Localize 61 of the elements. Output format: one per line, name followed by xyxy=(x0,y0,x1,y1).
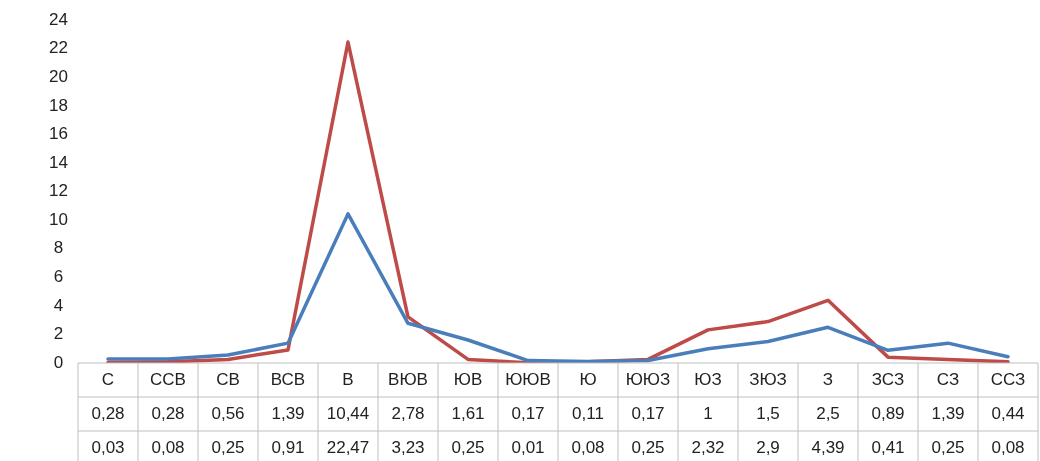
data-label: 0,08 xyxy=(991,437,1025,457)
y-tick-label: 14 xyxy=(49,152,69,172)
data-label: 1,61 xyxy=(451,403,485,423)
data-label: 0,17 xyxy=(511,403,545,423)
data-label: 1 xyxy=(703,403,713,423)
data-label: 2,9 xyxy=(756,437,780,457)
data-label: 0,89 xyxy=(871,403,905,423)
data-label: 3,23 xyxy=(391,437,425,457)
y-tick-label: 8 xyxy=(53,238,64,258)
x-tick-label: Ю xyxy=(579,369,597,389)
data-label: 2,78 xyxy=(391,403,425,423)
x-tick-label: СВ xyxy=(216,369,240,389)
y-tick-label: 2 xyxy=(53,324,64,344)
x-tick-label: ЮЮВ xyxy=(505,369,551,389)
x-tick-label: ЮЮЗ xyxy=(625,369,671,389)
data-label: 0,03 xyxy=(91,437,125,457)
data-label: 10,44 xyxy=(326,403,370,423)
y-tick-label: 6 xyxy=(53,266,64,286)
data-label: 1,39 xyxy=(271,403,305,423)
x-tick-label: В xyxy=(342,369,354,389)
data-label: 2,5 xyxy=(816,403,840,423)
x-tick-label: З xyxy=(822,369,834,389)
data-label: 0,41 xyxy=(871,437,905,457)
data-label: 0,91 xyxy=(271,437,305,457)
y-tick-label: 12 xyxy=(49,181,69,201)
data-label: 22,47 xyxy=(326,437,370,457)
x-tick-label: ЮВ xyxy=(453,369,483,389)
y-tick-label: 10 xyxy=(49,209,69,229)
x-tick-label: ССЗ xyxy=(990,369,1026,389)
data-label: 0,08 xyxy=(571,437,605,457)
data-label: 0,25 xyxy=(631,437,665,457)
data-label: 0,11 xyxy=(572,403,604,423)
data-label: 0,01 xyxy=(511,437,545,457)
y-tick-label: 4 xyxy=(53,295,64,315)
y-tick-label: 24 xyxy=(49,9,69,29)
data-label: 0,25 xyxy=(211,437,245,457)
x-tick-label: ЮЗ xyxy=(694,369,722,389)
data-label: 0,08 xyxy=(151,437,185,457)
data-label: 2,32 xyxy=(691,437,725,457)
y-tick-label: 20 xyxy=(49,67,69,87)
x-tick-label: С xyxy=(101,369,115,389)
x-tick-label: ЗСЗ xyxy=(871,369,905,389)
x-tick-label: СЗ xyxy=(936,369,960,389)
y-tick-label: 18 xyxy=(49,95,69,115)
data-label: 0,28 xyxy=(91,403,125,423)
x-tick-label: ВСВ xyxy=(270,369,306,389)
data-label: 0,56 xyxy=(211,403,245,423)
data-label: 1,5 xyxy=(756,403,780,423)
data-label: 0,25 xyxy=(451,437,485,457)
x-tick-label: ССВ xyxy=(150,369,186,389)
x-tick-label: ВЮВ xyxy=(388,369,428,389)
y-tick-label: 0 xyxy=(53,352,64,372)
data-label: 0,28 xyxy=(151,403,185,423)
data-label: 0,44 xyxy=(991,403,1025,423)
data-label: 1,39 xyxy=(931,403,965,423)
x-tick-label: ЗЮЗ xyxy=(749,369,787,389)
data-label: 4,39 xyxy=(811,437,845,457)
y-tick-label: 16 xyxy=(49,124,69,144)
data-label: 0,17 xyxy=(631,403,665,423)
y-tick-label: 22 xyxy=(49,38,69,58)
data-label: 0,25 xyxy=(931,437,965,457)
